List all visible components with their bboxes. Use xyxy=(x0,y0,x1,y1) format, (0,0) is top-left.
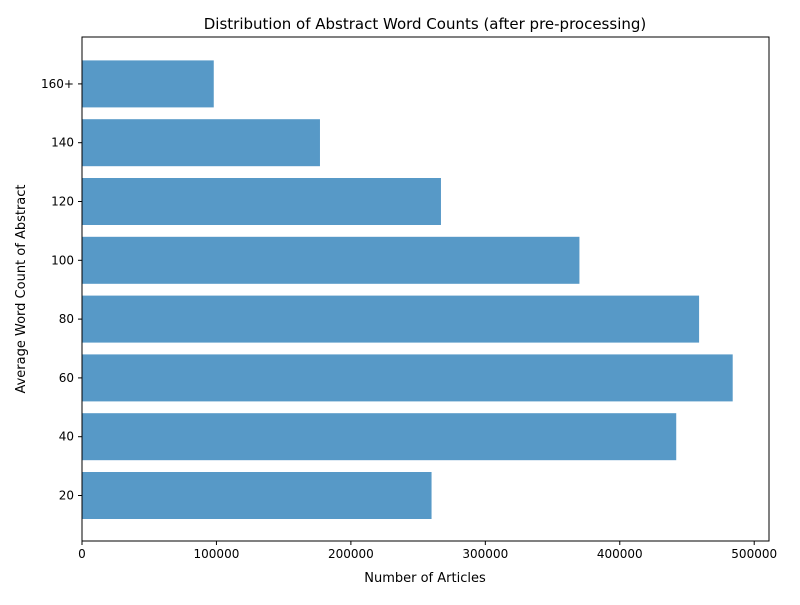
y-tick-label: 80 xyxy=(59,312,74,326)
x-axis-label: Number of Articles xyxy=(364,571,486,586)
bar-100 xyxy=(82,236,580,284)
bars-layer xyxy=(82,60,733,519)
bar-40 xyxy=(82,413,677,461)
bar-160plus xyxy=(82,60,214,108)
x-tick-label: 400000 xyxy=(597,547,643,561)
plot-frame xyxy=(81,36,770,542)
bar-80 xyxy=(82,295,700,343)
x-tick-label: 100000 xyxy=(194,547,240,561)
chart-title: Distribution of Abstract Word Counts (af… xyxy=(204,15,647,33)
y-tick-label: 120 xyxy=(51,195,74,209)
bar-60 xyxy=(82,354,733,402)
x-tick-label: 300000 xyxy=(462,547,508,561)
axes-layer: 0 100000 200000 300000 400000 500000 20 40 60 80 1… xyxy=(41,36,777,561)
y-tick-label: 40 xyxy=(59,430,74,444)
y-tick-label: 160+ xyxy=(41,77,74,91)
x-tick-label: 200000 xyxy=(328,547,374,561)
bar-120 xyxy=(82,178,441,225)
y-tick-label: 20 xyxy=(59,489,74,503)
y-tick-label: 60 xyxy=(59,371,74,385)
y-tick-label: 100 xyxy=(51,253,74,267)
bar-20 xyxy=(82,472,432,519)
y-tick-label: 140 xyxy=(51,136,74,150)
bar-140 xyxy=(82,119,320,167)
x-tick-label: 0 xyxy=(78,547,86,561)
x-tick-label: 500000 xyxy=(731,547,777,561)
y-axis-label: Average Word Count of Abstract xyxy=(14,184,29,393)
